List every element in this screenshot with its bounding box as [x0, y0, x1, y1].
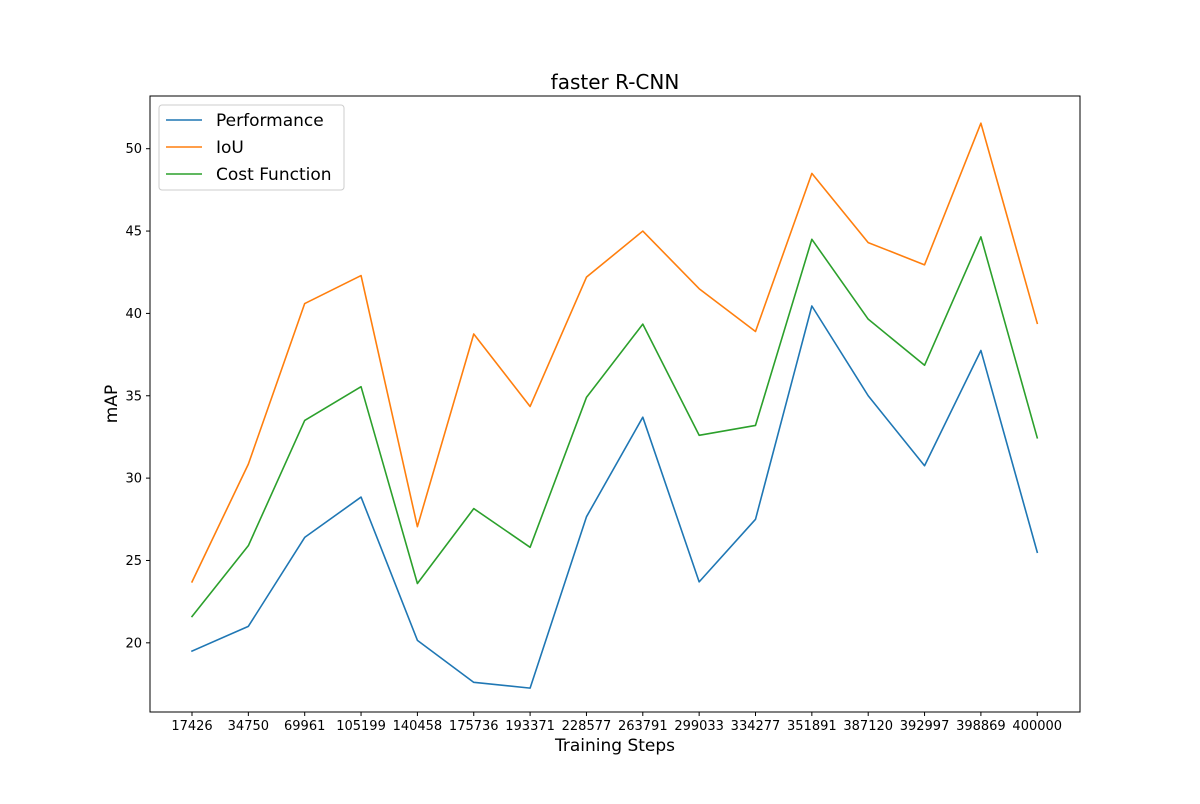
y-axis-title: mAP — [102, 385, 122, 423]
y-axis-ticks: 20 25 30 35 40 45 50 — [125, 142, 150, 651]
y-tick-label: 25 — [125, 554, 142, 569]
series-line-0 — [190, 305, 1039, 689]
x-tick-label: 34750 — [228, 719, 269, 734]
x-tick-label: 398869 — [956, 719, 1006, 734]
x-tick-label: 193371 — [505, 719, 555, 734]
y-tick-label: 30 — [125, 472, 142, 487]
legend-box — [158, 104, 345, 191]
legend-label-1: IoU — [216, 138, 244, 158]
x-tick-label: 175736 — [449, 719, 499, 734]
series-line-2 — [190, 236, 1039, 618]
y-tick-label: 40 — [125, 307, 142, 322]
legend-label-2: Cost Function — [216, 165, 332, 185]
legend: Performance IoU Cost Function — [158, 104, 345, 191]
x-tick-label: 400000 — [1012, 719, 1062, 734]
series-line-1 — [190, 122, 1039, 583]
x-tick-label: 263791 — [618, 719, 668, 734]
x-tick-label: 334277 — [731, 719, 781, 734]
x-tick-label: 140458 — [393, 719, 443, 734]
plot-frame — [149, 95, 1081, 713]
x-tick-label: 17426 — [171, 719, 212, 734]
x-tick-label: 69961 — [284, 719, 325, 734]
x-tick-label: 105199 — [336, 719, 386, 734]
x-tick-label: 228577 — [562, 719, 612, 734]
x-axis-title: Training Steps — [554, 736, 675, 756]
y-tick-label: 20 — [125, 636, 142, 651]
x-tick-label: 299033 — [674, 719, 724, 734]
x-tick-label: 351891 — [787, 719, 837, 734]
y-tick-label: 50 — [125, 142, 142, 157]
x-tick-label: 387120 — [843, 719, 893, 734]
legend-label-0: Performance — [216, 111, 324, 131]
chart-title: faster R-CNN — [551, 70, 680, 94]
plot-area — [149, 95, 1081, 713]
x-axis-ticks: 17426 34750 69961 105199 140458 175736 193371 2… — [171, 712, 1062, 734]
y-tick-label: 35 — [125, 389, 142, 404]
x-tick-label: 392997 — [900, 719, 950, 734]
y-tick-label: 45 — [125, 225, 142, 240]
